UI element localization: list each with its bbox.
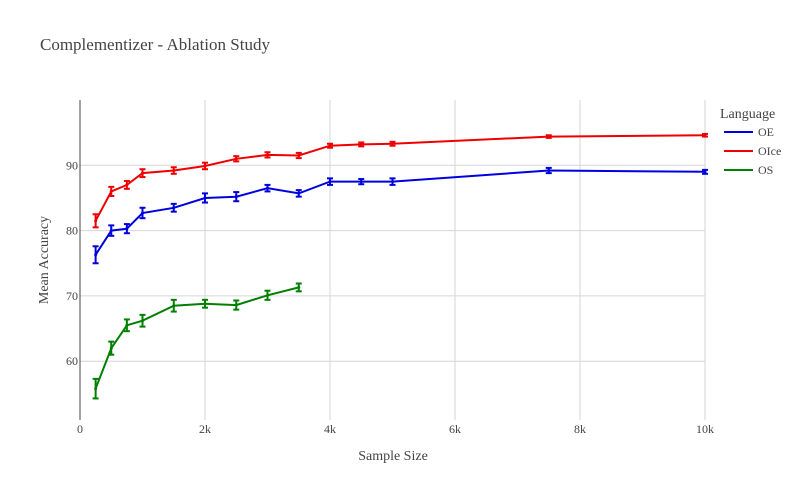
- series-layer: [92, 132, 708, 400]
- data-point[interactable]: [125, 323, 129, 327]
- data-point[interactable]: [109, 189, 113, 193]
- legend[interactable]: Language OE OIce OS: [720, 107, 781, 177]
- data-point[interactable]: [391, 180, 394, 184]
- y-tick-label: 60: [66, 354, 78, 368]
- series-oice[interactable]: [92, 132, 708, 229]
- y-tick-label: 90: [66, 158, 78, 172]
- data-point[interactable]: [203, 164, 207, 168]
- data-point[interactable]: [266, 186, 269, 190]
- series-line-oice[interactable]: [94, 134, 706, 222]
- data-point[interactable]: [547, 135, 551, 139]
- y-tick-label: 70: [66, 289, 78, 303]
- x-tick-label: 2k: [199, 422, 211, 436]
- x-tick-label: 0: [77, 422, 83, 436]
- data-point[interactable]: [94, 219, 98, 223]
- x-axis-label: Sample Size: [358, 449, 428, 464]
- x-tick-label: 6k: [449, 422, 461, 436]
- x-tick-label: 10k: [696, 422, 714, 436]
- series-oe[interactable]: [92, 166, 708, 265]
- data-point[interactable]: [703, 133, 707, 137]
- data-point[interactable]: [172, 206, 176, 210]
- data-point[interactable]: [391, 142, 394, 146]
- data-point[interactable]: [203, 196, 207, 200]
- legend-title: Language: [720, 107, 775, 122]
- series-line-oe[interactable]: [94, 169, 706, 256]
- data-point[interactable]: [328, 180, 332, 184]
- data-point[interactable]: [359, 142, 363, 146]
- data-point[interactable]: [234, 195, 238, 199]
- data-point[interactable]: [359, 180, 363, 184]
- grid-lines: [80, 100, 706, 420]
- data-point[interactable]: [141, 211, 144, 215]
- data-point[interactable]: [109, 229, 113, 233]
- data-point[interactable]: [203, 302, 207, 306]
- data-point[interactable]: [94, 387, 98, 391]
- data-point[interactable]: [125, 227, 129, 231]
- data-point[interactable]: [328, 144, 332, 148]
- legend-item-oe[interactable]: OE: [724, 125, 774, 139]
- data-point[interactable]: [125, 183, 129, 187]
- data-point[interactable]: [172, 304, 176, 308]
- data-point[interactable]: [141, 171, 144, 175]
- axes: 60 70 80 90 0 2k 4k 6k 8k 10k: [66, 100, 714, 436]
- data-point[interactable]: [297, 191, 301, 195]
- legend-item-oice[interactable]: OIce: [724, 144, 781, 158]
- data-point[interactable]: [703, 170, 707, 174]
- data-point[interactable]: [297, 154, 301, 158]
- data-point[interactable]: [234, 157, 238, 161]
- data-point[interactable]: [547, 169, 551, 173]
- data-point[interactable]: [172, 169, 176, 173]
- data-point[interactable]: [94, 253, 98, 257]
- y-axis-label: Mean Accuracy: [37, 216, 52, 304]
- data-point[interactable]: [141, 319, 144, 323]
- series-os[interactable]: [92, 282, 302, 400]
- data-point[interactable]: [109, 346, 113, 350]
- data-point[interactable]: [297, 285, 301, 289]
- x-tick-label: 8k: [574, 422, 586, 436]
- data-point[interactable]: [234, 303, 238, 307]
- legend-item-os[interactable]: OS: [724, 163, 773, 177]
- series-line-os[interactable]: [94, 286, 300, 390]
- legend-label: OS: [758, 163, 773, 177]
- data-point[interactable]: [266, 293, 269, 297]
- legend-label: OE: [758, 125, 774, 139]
- data-point[interactable]: [266, 153, 269, 157]
- legend-label: OIce: [758, 144, 781, 158]
- x-tick-label: 4k: [324, 422, 336, 436]
- y-tick-label: 80: [66, 224, 78, 238]
- chart-title: Complementizer - Ablation Study: [40, 35, 270, 54]
